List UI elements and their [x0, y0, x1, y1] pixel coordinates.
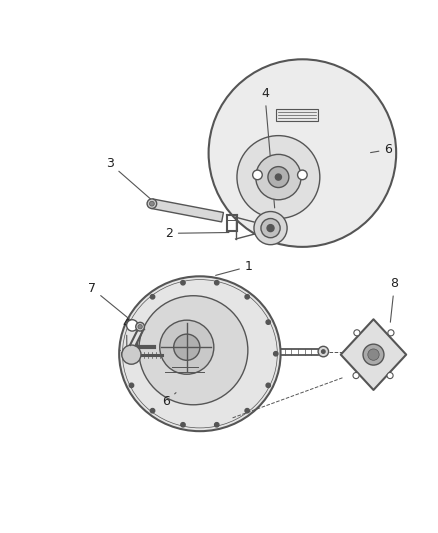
Circle shape — [362, 344, 383, 365]
Circle shape — [214, 423, 219, 427]
Polygon shape — [151, 199, 223, 222]
Text: 4: 4 — [122, 317, 130, 363]
Circle shape — [208, 59, 395, 247]
Circle shape — [214, 280, 219, 285]
Circle shape — [352, 373, 358, 378]
Circle shape — [367, 349, 378, 360]
Polygon shape — [340, 319, 405, 390]
Circle shape — [267, 167, 288, 188]
Text: 1: 1 — [215, 260, 252, 276]
Circle shape — [265, 320, 270, 324]
Circle shape — [387, 330, 393, 336]
Text: 2: 2 — [165, 227, 228, 240]
Ellipse shape — [119, 276, 280, 431]
Circle shape — [318, 346, 328, 357]
Circle shape — [150, 295, 154, 299]
Text: 6: 6 — [370, 143, 392, 156]
Circle shape — [150, 408, 154, 413]
Circle shape — [138, 325, 142, 329]
Circle shape — [237, 135, 319, 219]
Circle shape — [255, 155, 300, 200]
Circle shape — [244, 295, 249, 299]
Circle shape — [147, 199, 156, 208]
Text: 6: 6 — [162, 393, 176, 408]
Circle shape — [297, 170, 307, 180]
Circle shape — [129, 383, 133, 387]
Circle shape — [138, 296, 247, 405]
Circle shape — [121, 345, 141, 364]
Circle shape — [254, 212, 286, 245]
Circle shape — [252, 170, 261, 180]
Circle shape — [275, 174, 281, 180]
Circle shape — [260, 219, 279, 238]
Circle shape — [180, 280, 185, 285]
Circle shape — [265, 383, 270, 387]
Circle shape — [273, 352, 277, 356]
Circle shape — [386, 373, 392, 378]
Circle shape — [173, 334, 199, 360]
Circle shape — [149, 201, 154, 206]
Circle shape — [121, 352, 126, 356]
Circle shape — [159, 320, 213, 374]
Circle shape — [353, 330, 359, 336]
FancyBboxPatch shape — [276, 109, 317, 121]
Circle shape — [180, 423, 185, 427]
Text: 4: 4 — [260, 87, 274, 208]
Text: 8: 8 — [389, 278, 398, 322]
Circle shape — [129, 320, 133, 324]
Text: 3: 3 — [106, 157, 156, 204]
Circle shape — [135, 322, 144, 331]
Circle shape — [126, 320, 138, 331]
Circle shape — [266, 224, 273, 232]
Text: 7: 7 — [88, 282, 134, 323]
Circle shape — [321, 350, 324, 353]
Circle shape — [244, 408, 249, 413]
